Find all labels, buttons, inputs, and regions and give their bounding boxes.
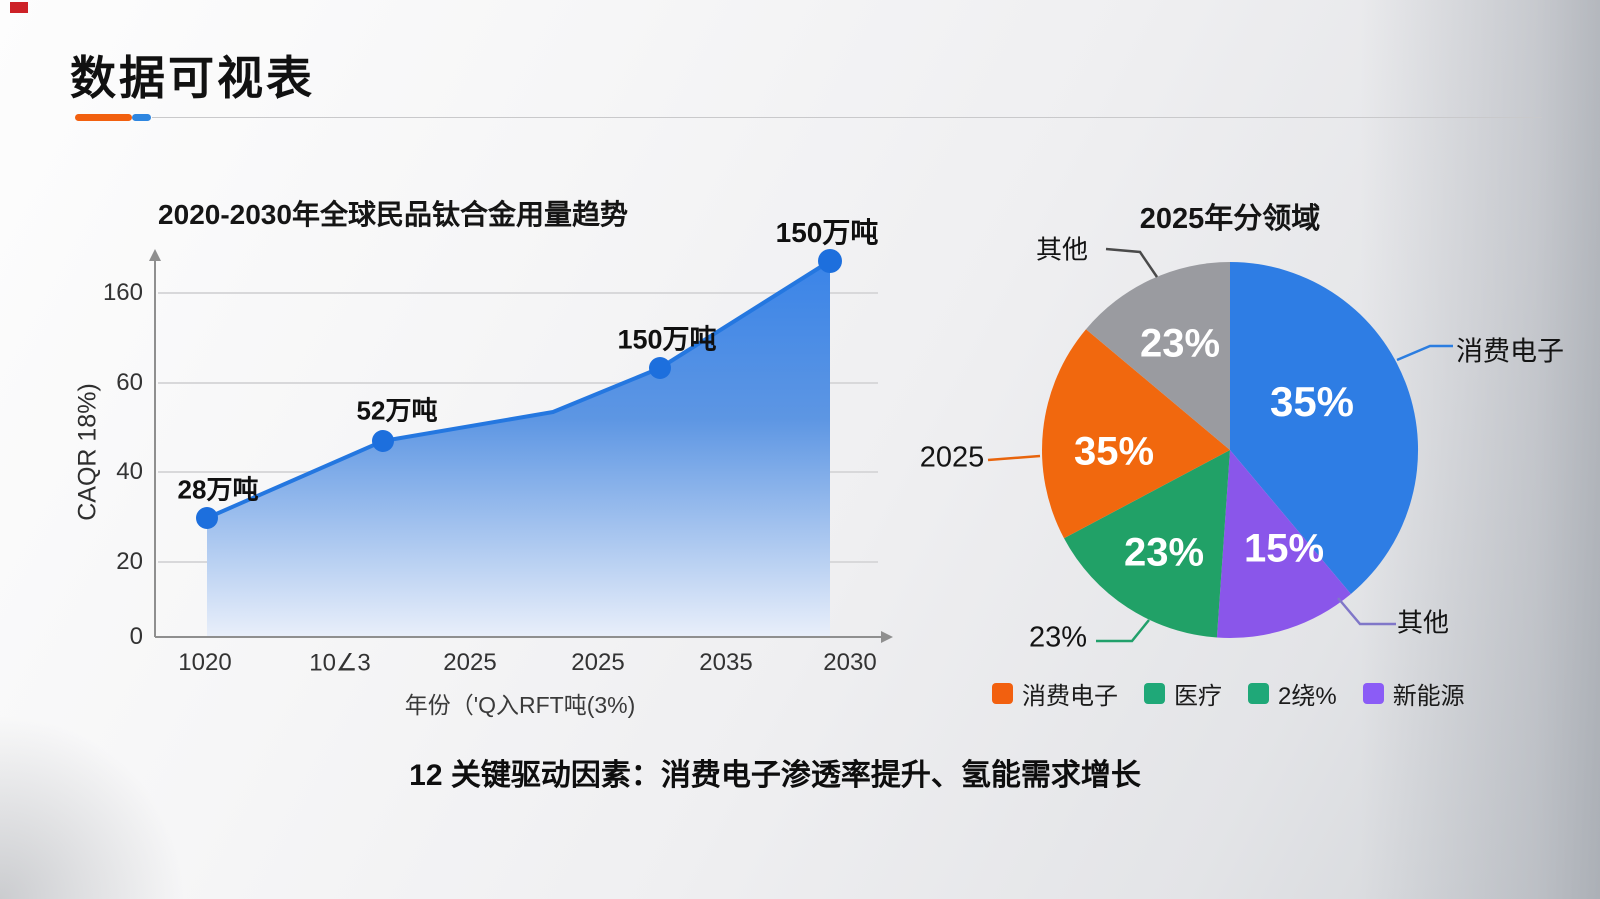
data-point — [372, 430, 394, 452]
legend-item: 医疗 — [1144, 676, 1222, 711]
pie-slice-blue — [1230, 262, 1419, 594]
pie-callout-other-top: 其他 — [1035, 234, 1089, 265]
pie-percent-label-green: 23% — [1123, 530, 1205, 575]
y-axis-label: CAQR 18%) — [73, 383, 102, 521]
x-tick-label: 1020 — [178, 649, 232, 676]
pie-slice-green — [1064, 450, 1230, 638]
x-tick-label: 10∠3 — [309, 649, 371, 677]
page-title: 数据可视表 — [70, 52, 315, 104]
pie-slice-gray — [1086, 262, 1230, 450]
pie-slice-purple — [1216, 450, 1351, 638]
point-value-label: 150万吨 — [775, 217, 879, 248]
pie-chart — [1042, 262, 1419, 638]
pie-percent-label-orange: 35% — [1073, 429, 1155, 474]
x-tick-label: 2030 — [823, 649, 877, 676]
legend-item: 新能源 — [1362, 676, 1465, 711]
pie-percent-label-gray: 23% — [1139, 321, 1221, 366]
legend-swatch-green-icon — [1144, 683, 1165, 704]
data-point — [818, 249, 842, 273]
area-chart-title: 2020-2030年全球民品钛合金用量趋势 — [158, 199, 628, 230]
legend-label: 新能源 — [1392, 683, 1465, 710]
y-tick-label: 60 — [116, 369, 143, 396]
y-axis-arrow-icon — [149, 249, 161, 261]
trend-line — [206, 259, 832, 520]
callout-line-gray — [1105, 247, 1159, 278]
pie-legend: 消费电子 医疗 2绕% 新能源 — [992, 676, 1465, 711]
pie-callout-2025: 2025 — [919, 441, 985, 474]
point-value-label: 52万吨 — [356, 395, 438, 426]
callout-line-blue — [1396, 344, 1453, 362]
area-fill — [207, 261, 830, 637]
x-tick-label: 2025 — [571, 649, 625, 676]
x-tick-label: 2035 — [699, 649, 753, 676]
x-axis-arrow-icon — [881, 631, 893, 643]
pie-percent-label-purple: 15% — [1243, 526, 1325, 571]
legend-item: 消费电子 — [992, 676, 1118, 711]
point-value-label: 28万吨 — [177, 474, 259, 505]
pie-slice-orange — [1042, 329, 1230, 539]
callout-line-purple — [1337, 597, 1396, 626]
y-tick-label: 160 — [102, 279, 143, 306]
x-axis-label: 年份（'Q入RFT吨(3%) — [404, 692, 636, 718]
callout-line-orange — [987, 454, 1041, 462]
legend-label: 医疗 — [1174, 683, 1222, 710]
y-tick-label: 40 — [116, 458, 143, 485]
header-divider — [152, 117, 1542, 118]
data-point — [196, 507, 218, 529]
data-point — [649, 357, 671, 379]
pie-callout-consumer: 消费电子 — [1456, 336, 1564, 367]
key-drivers-caption: 12 关键驱动因素：消费电子渗透率提升、氢能需求增长 — [409, 759, 1141, 792]
x-tick-label: 2025 — [443, 649, 497, 676]
y-tick-label: 20 — [116, 548, 143, 575]
pie-chart-title: 2025年分领域 — [1139, 203, 1321, 235]
legend-swatch-green-icon — [1248, 683, 1269, 704]
title-underline-orange — [75, 114, 132, 121]
pie-callout-lines — [987, 247, 1453, 643]
title-underline-blue — [132, 114, 151, 121]
pie-percent-label-blue: 35% — [1269, 378, 1355, 425]
corner-mark — [10, 2, 28, 13]
callout-line-green — [1096, 619, 1150, 643]
pie-callout-other-bottom: 其他 — [1396, 607, 1450, 638]
point-value-label: 150万吨 — [617, 324, 717, 355]
data-points — [196, 249, 842, 529]
legend-swatch-purple-icon — [1362, 683, 1384, 704]
legend-swatch-orange-icon — [992, 683, 1013, 704]
legend-item: 2绕% — [1248, 676, 1337, 711]
pie-callout-23pct: 23% — [1028, 621, 1088, 654]
y-tick-label: 0 — [129, 623, 143, 650]
legend-label: 2绕% — [1278, 683, 1337, 710]
legend-label: 消费电子 — [1022, 683, 1118, 710]
